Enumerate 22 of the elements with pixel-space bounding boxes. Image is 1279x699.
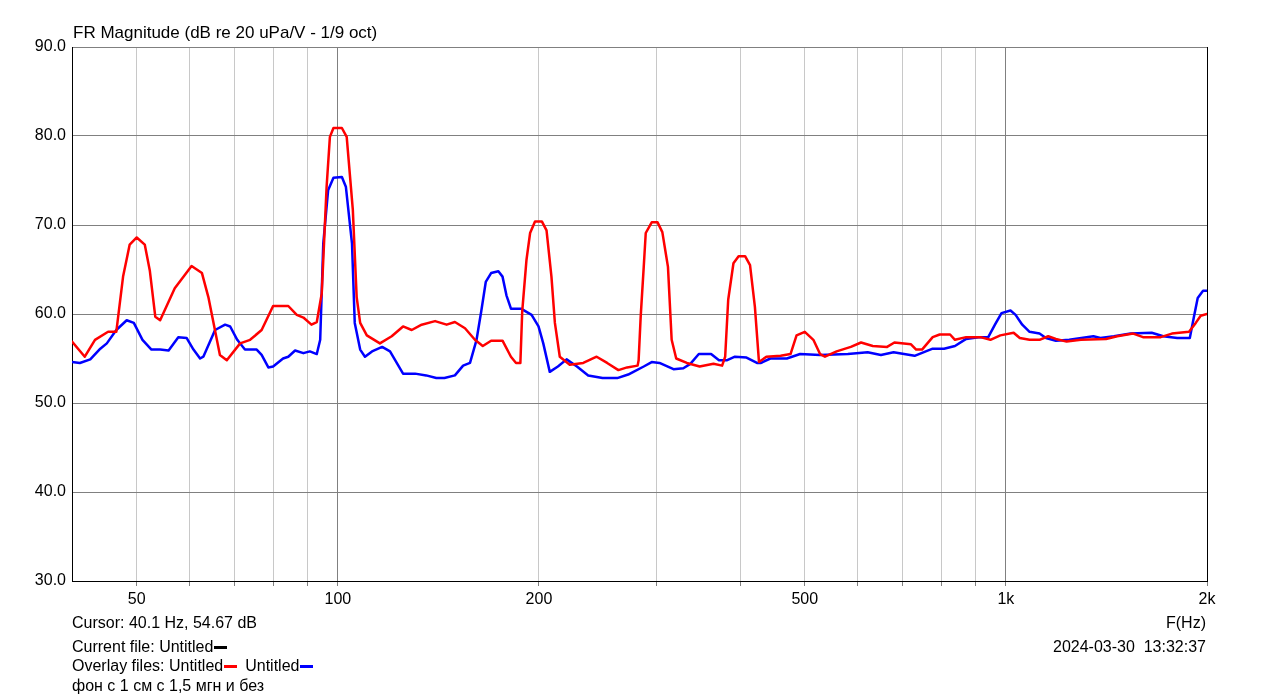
chart-title: FR Magnitude (dB re 20 uPa/V - 1/9 oct)	[73, 23, 378, 43]
y-tick-label: 30.0	[34, 571, 67, 589]
text: фон с 1 см с 1,5 мгн и без	[72, 677, 265, 694]
text: 2024-03-30 13:32:37	[1052, 638, 1206, 656]
y-tick-label: 80.0	[34, 126, 67, 144]
y-tick-label: 50.0	[34, 393, 67, 411]
x-tick-label: 2k	[1198, 590, 1217, 608]
y-tick-label: 60.0	[34, 304, 67, 322]
y-tick-label: 40.0	[34, 482, 67, 500]
x-tick-label: 100	[324, 590, 352, 608]
text: Cursor: 40.1 Hz, 54.67 dB	[72, 614, 257, 631]
x-tick-label: 200	[525, 590, 553, 608]
x-tick-label: 500	[791, 590, 819, 608]
x-tick-label: 50	[127, 590, 146, 608]
text: Current file: Untitled	[72, 638, 214, 655]
y-tick-label: 90.0	[34, 37, 67, 55]
legend-label: Untitled	[245, 657, 300, 674]
legend-title: Overlay files:	[72, 657, 166, 674]
y-tick-label: 70.0	[34, 215, 67, 233]
legend-label: Untitled	[168, 657, 224, 674]
x-tick-label: 1k	[997, 590, 1016, 608]
x-axis-title: F(Hz)	[1166, 614, 1206, 632]
